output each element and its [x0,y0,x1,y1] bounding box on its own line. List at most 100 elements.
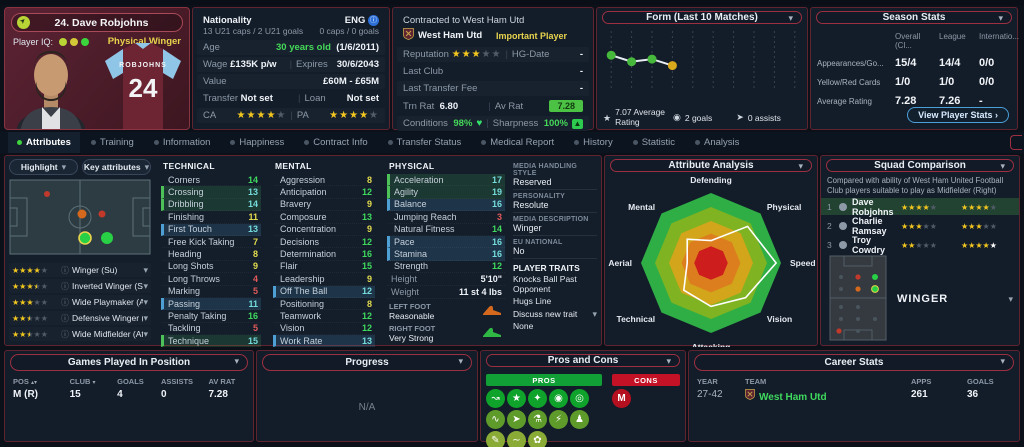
squad-comparison-row-troy-cowdry[interactable]: 3 Troy Cowdry ★★★★★ ★★★★★ [821,235,1019,255]
attribute-row-crossing[interactable]: Crossing 13 [161,186,261,199]
season-stats-header[interactable]: Season Stats ▾ [816,11,1012,24]
career-column-header-year[interactable]: YEAR [697,377,718,386]
attribute-row-first-touch[interactable]: First Touch 13 [161,223,261,236]
attribute-row-concentration[interactable]: Concentration 9 [273,224,375,236]
attribute-row-work-rate[interactable]: Work Rate 13 [273,335,375,348]
key-attributes-dropdown[interactable]: Key attributes ▾ [82,159,151,175]
media-style-value: Reserved [513,177,597,190]
squad-comparison-header[interactable]: Squad Comparison ▾ [826,159,1014,172]
player-name-pill[interactable]: 24. Dave Robjohns [11,13,183,32]
attribute-row-vision[interactable]: Vision 12 [273,323,375,336]
attribute-row-flair[interactable]: Flair 15 [273,261,375,274]
highlight-dropdown[interactable]: Highlight ▾ [9,159,78,175]
tab-contract-info[interactable]: Contract Info [295,132,376,153]
tab-information[interactable]: Information [145,132,220,153]
attribute-row-marking[interactable]: Marking 5 [161,286,261,298]
position-rating-inverted-winger-su-[interactable]: ★★★ ★ ★★ ⓘ Inverted Winger (Su) ▾ [9,279,151,293]
games-column-header-av-rat[interactable]: AV RAT [208,377,236,386]
attribute-row-penalty-taking[interactable]: Penalty Taking 16 [161,310,261,323]
transfer-label: Transfer [203,93,239,104]
games-column-header-pos[interactable]: POS ▴▾ [13,377,37,386]
club-name[interactable]: West Ham Utd [418,30,483,41]
attribute-analysis-header[interactable]: Attribute Analysis ▾ [610,159,812,172]
attribute-row-acceleration[interactable]: Acceleration 17 [387,174,505,187]
tab-training[interactable]: Training [82,132,143,153]
eu-national-label: EU NATIONAL [513,239,563,246]
tab-analysis[interactable]: Analysis [686,132,748,153]
attribute-row-determination[interactable]: Determination 16 [273,248,375,261]
career-team[interactable]: West Ham Utd [745,389,911,403]
discuss-new-trait-dropdown[interactable]: Discuss new trait ▾ [513,309,597,320]
tab-history[interactable]: History [565,132,622,153]
attribute-row-passing[interactable]: Passing 11 [161,297,261,311]
position-rating-winger-su-[interactable]: ★★★★★ ⓘ Winger (Su) ▾ [9,263,151,277]
attribute-row-balance[interactable]: Balance 16 [387,198,505,212]
form-assists: 0 assists [747,112,781,123]
attribute-row-finishing[interactable]: Finishing 11 [161,211,261,224]
attribute-row-natural-fitness[interactable]: Natural Fitness 14 [387,224,505,236]
attribute-row-strength[interactable]: Strength 12 [387,261,505,274]
view-player-stats-button[interactable]: View Player Stats › [907,107,1009,123]
attribute-row-long-throws[interactable]: Long Throws 4 [161,273,261,286]
games-played-header[interactable]: Games Played In Position ▾ [10,354,248,371]
attribute-row-technique[interactable]: Technique 15 [161,335,261,348]
games-column-header-club[interactable]: CLUB ▾ [69,377,96,386]
position-stars: ★★★★★ [12,265,58,275]
chevron-down-icon: ▾ [143,296,148,307]
career-table-header[interactable]: YEAR TEAM APPS GOALS [689,374,1019,388]
attribute-row-off-the-ball[interactable]: Off The Ball 12 [273,285,375,298]
chevron-down-icon[interactable]: ▾ [1008,293,1013,304]
attribute-row-free-kick-taking[interactable]: Free Kick Taking 7 [161,236,261,249]
attribute-row-composure[interactable]: Composure 13 [273,211,375,224]
tab-medical-report[interactable]: Medical Report [472,132,563,153]
career-table-row[interactable]: 27-42 West Ham Utd 261 36 [689,388,1019,404]
tab-attributes[interactable]: Attributes [8,132,80,153]
attribute-row-aggression[interactable]: Aggression 8 [273,174,375,187]
attribute-name: Flair [280,261,298,272]
games-table-row[interactable]: M (R) 15 4 0 7.28 [5,388,253,401]
attribute-row-corners[interactable]: Corners 14 [161,174,261,187]
form-panel-header[interactable]: Form (Last 10 Matches) ▾ [602,11,802,24]
career-stats-header[interactable]: Career Stats ▾ [694,354,1014,371]
pros-cons-header[interactable]: Pros and Cons ▾ [486,354,680,367]
attribute-row-decisions[interactable]: Decisions 12 [273,236,375,249]
squad-comparison-row-charlie-ramsay[interactable]: 2 Charlie Ramsay ★★★★★ ★★★★★ [821,216,1019,236]
attribute-row-dribbling[interactable]: Dribbling 14 [161,198,261,212]
tab-happiness[interactable]: Happiness [221,132,293,153]
position-rating-wide-playmaker-at-[interactable]: ★★★★★ ⓘ Wide Playmaker (At) ▾ [9,295,151,309]
personality-value[interactable]: Resolute [513,200,597,213]
attribute-row-leadership[interactable]: Leadership 9 [273,273,375,286]
attribute-row-heading[interactable]: Heading 8 [161,248,261,261]
attribute-row-tackling[interactable]: Tackling 5 [161,323,261,336]
games-column-header-assists[interactable]: ASSISTS [160,377,194,386]
star-icon: ★ [40,282,48,291]
attribute-row-jumping-reach[interactable]: Jumping Reach 3 [387,211,505,224]
chevron-down-icon: ▾ [798,161,803,171]
tab-statistic[interactable]: Statistic [624,132,684,153]
attribute-row-long-shots[interactable]: Long Shots 9 [161,261,261,274]
squad-comparison-row-dave-robjohns[interactable]: 1 Dave Robjohns ★★★★★ ★★★★★ [821,197,1019,217]
attribute-row-positioning[interactable]: Positioning 8 [273,298,375,311]
career-column-header-goals[interactable]: GOALS [967,377,994,386]
pa-stars: ★★★★★ [961,202,1013,212]
games-column-header-goals[interactable]: GOALS [117,377,144,386]
attribute-row-stamina[interactable]: Stamina 16 [387,248,505,261]
tab-transfer-status[interactable]: Transfer Status [379,132,471,153]
attribute-name: Long Throws [168,273,220,284]
squad-comparison-description: Compared with ability of West Ham United… [827,176,1004,195]
attribute-row-pace[interactable]: Pace 16 [387,235,505,249]
attribute-row-bravery[interactable]: Bravery 9 [273,199,375,212]
games-table-header[interactable]: POS ▴▾ CLUB ▾ GOALS ASSISTS AV RAT [5,374,253,388]
player-role-tag: Physical Winger [107,36,181,47]
career-column-header-apps[interactable]: APPS [911,377,932,386]
attribute-row-agility[interactable]: Agility 19 [387,186,505,199]
career-column-header-team[interactable]: TEAM [745,377,767,386]
progress-header[interactable]: Progress ▾ [262,354,472,371]
attribute-value: 9 [366,273,372,284]
attribute-row-anticipation[interactable]: Anticipation 12 [273,186,375,199]
star-icon: ★ [12,314,20,323]
position-rating-wide-midfielder-at-[interactable]: ★★ ★ ★★★ ⓘ Wide Midfielder (At) ▾ [9,327,151,341]
position-pitch-map[interactable] [9,179,151,260]
attribute-row-teamwork[interactable]: Teamwork 12 [273,310,375,323]
